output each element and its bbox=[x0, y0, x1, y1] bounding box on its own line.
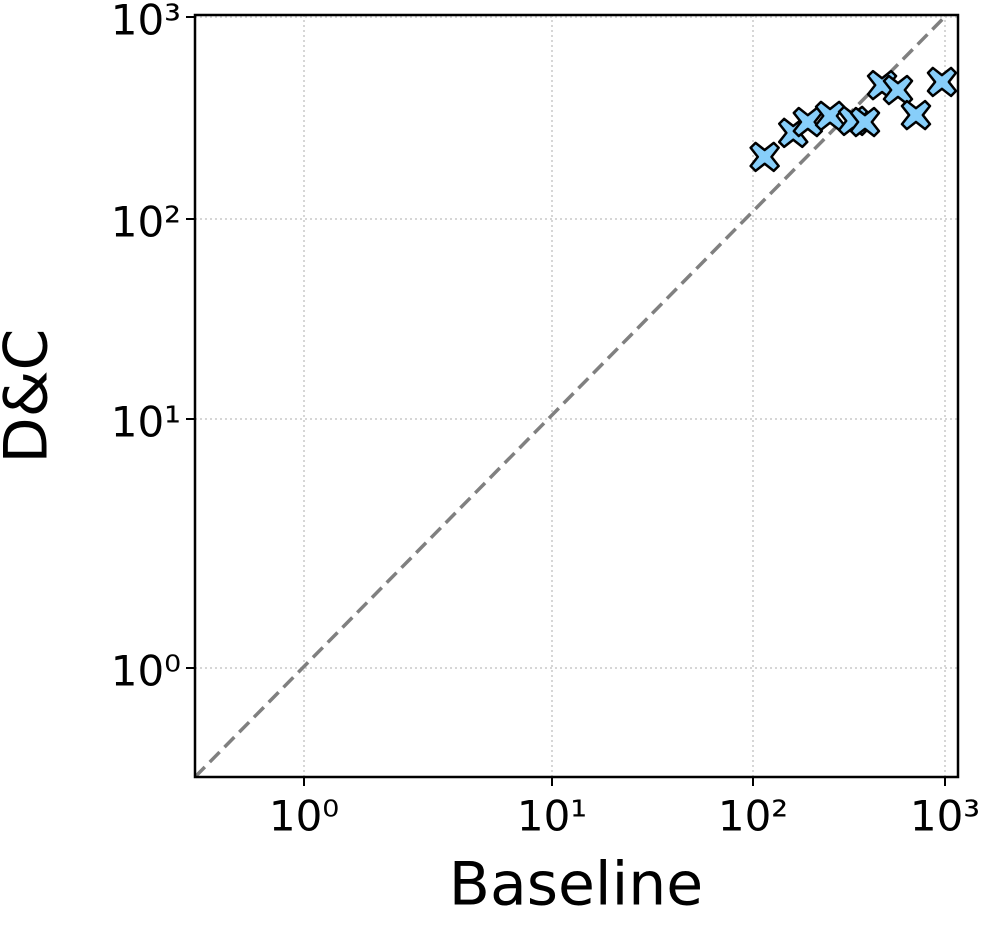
y-tick-label: 10³ bbox=[111, 0, 181, 45]
y-axis-label: D&C bbox=[0, 329, 62, 464]
point bbox=[749, 141, 780, 173]
point bbox=[926, 66, 958, 98]
point bbox=[792, 106, 824, 138]
x-tick-label: 10¹ bbox=[517, 792, 587, 841]
reference-line bbox=[193, 13, 948, 779]
y-tick-label: 10² bbox=[111, 198, 181, 247]
y-tick-label: 10¹ bbox=[111, 398, 181, 447]
point bbox=[900, 99, 932, 131]
x-tick-label: 10³ bbox=[910, 792, 980, 841]
plot-frame bbox=[193, 13, 960, 779]
x-tick-label: 10² bbox=[718, 792, 788, 841]
point bbox=[882, 74, 914, 106]
y-tick-label: 10⁰ bbox=[111, 647, 181, 696]
point bbox=[849, 106, 881, 138]
x-axis-label: Baseline bbox=[449, 850, 703, 920]
x-tick-label: 10⁰ bbox=[269, 792, 339, 841]
